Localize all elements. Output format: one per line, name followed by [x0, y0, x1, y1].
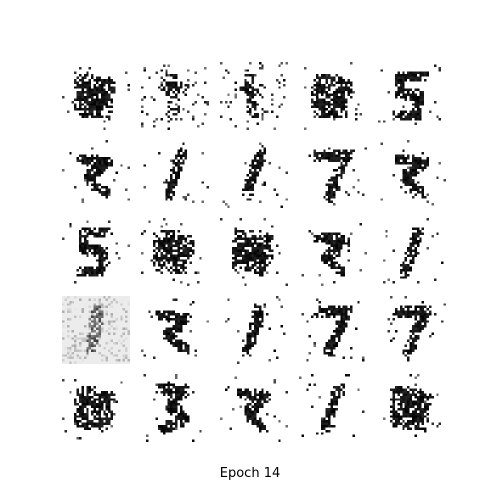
sample-21	[62, 374, 130, 442]
sample-image	[299, 140, 367, 208]
sample-22	[141, 374, 209, 442]
sample-image	[378, 140, 446, 208]
sample-4	[299, 62, 367, 130]
sample-14	[299, 218, 367, 286]
sample-10	[378, 140, 446, 208]
sample-19	[299, 296, 367, 364]
sample-image	[378, 62, 446, 130]
sample-image	[141, 296, 209, 364]
sample-20	[378, 296, 446, 364]
sample-5	[378, 62, 446, 130]
sample-image	[62, 374, 130, 442]
sample-image	[62, 62, 130, 130]
sample-24	[299, 374, 367, 442]
sample-13	[220, 218, 288, 286]
sample-11	[62, 218, 130, 286]
sample-6	[62, 140, 130, 208]
sample-image	[378, 296, 446, 364]
sample-image	[299, 374, 367, 442]
sample-15	[378, 218, 446, 286]
sample-image	[299, 296, 367, 364]
sample-1	[62, 62, 130, 130]
sample-2	[141, 62, 209, 130]
sample-image	[141, 140, 209, 208]
sample-image	[220, 374, 288, 442]
sample-7	[141, 140, 209, 208]
sample-image	[141, 374, 209, 442]
sample-image	[378, 374, 446, 442]
sample-grid	[62, 62, 446, 442]
sample-image	[62, 140, 130, 208]
sample-18	[220, 296, 288, 364]
sample-image	[299, 218, 367, 286]
sample-16	[62, 296, 130, 364]
sample-8	[220, 140, 288, 208]
sample-image	[220, 140, 288, 208]
sample-3	[220, 62, 288, 130]
sample-image	[220, 218, 288, 286]
sample-23	[220, 374, 288, 442]
sample-image	[141, 62, 209, 130]
sample-image	[299, 62, 367, 130]
epoch-caption: Epoch 14	[219, 466, 281, 481]
sample-image	[378, 218, 446, 286]
sample-9	[299, 140, 367, 208]
sample-image	[220, 62, 288, 130]
sample-image	[141, 218, 209, 286]
sample-17	[141, 296, 209, 364]
sample-25	[378, 374, 446, 442]
sample-image	[62, 296, 130, 364]
sample-12	[141, 218, 209, 286]
sample-image	[62, 218, 130, 286]
sample-image	[220, 296, 288, 364]
